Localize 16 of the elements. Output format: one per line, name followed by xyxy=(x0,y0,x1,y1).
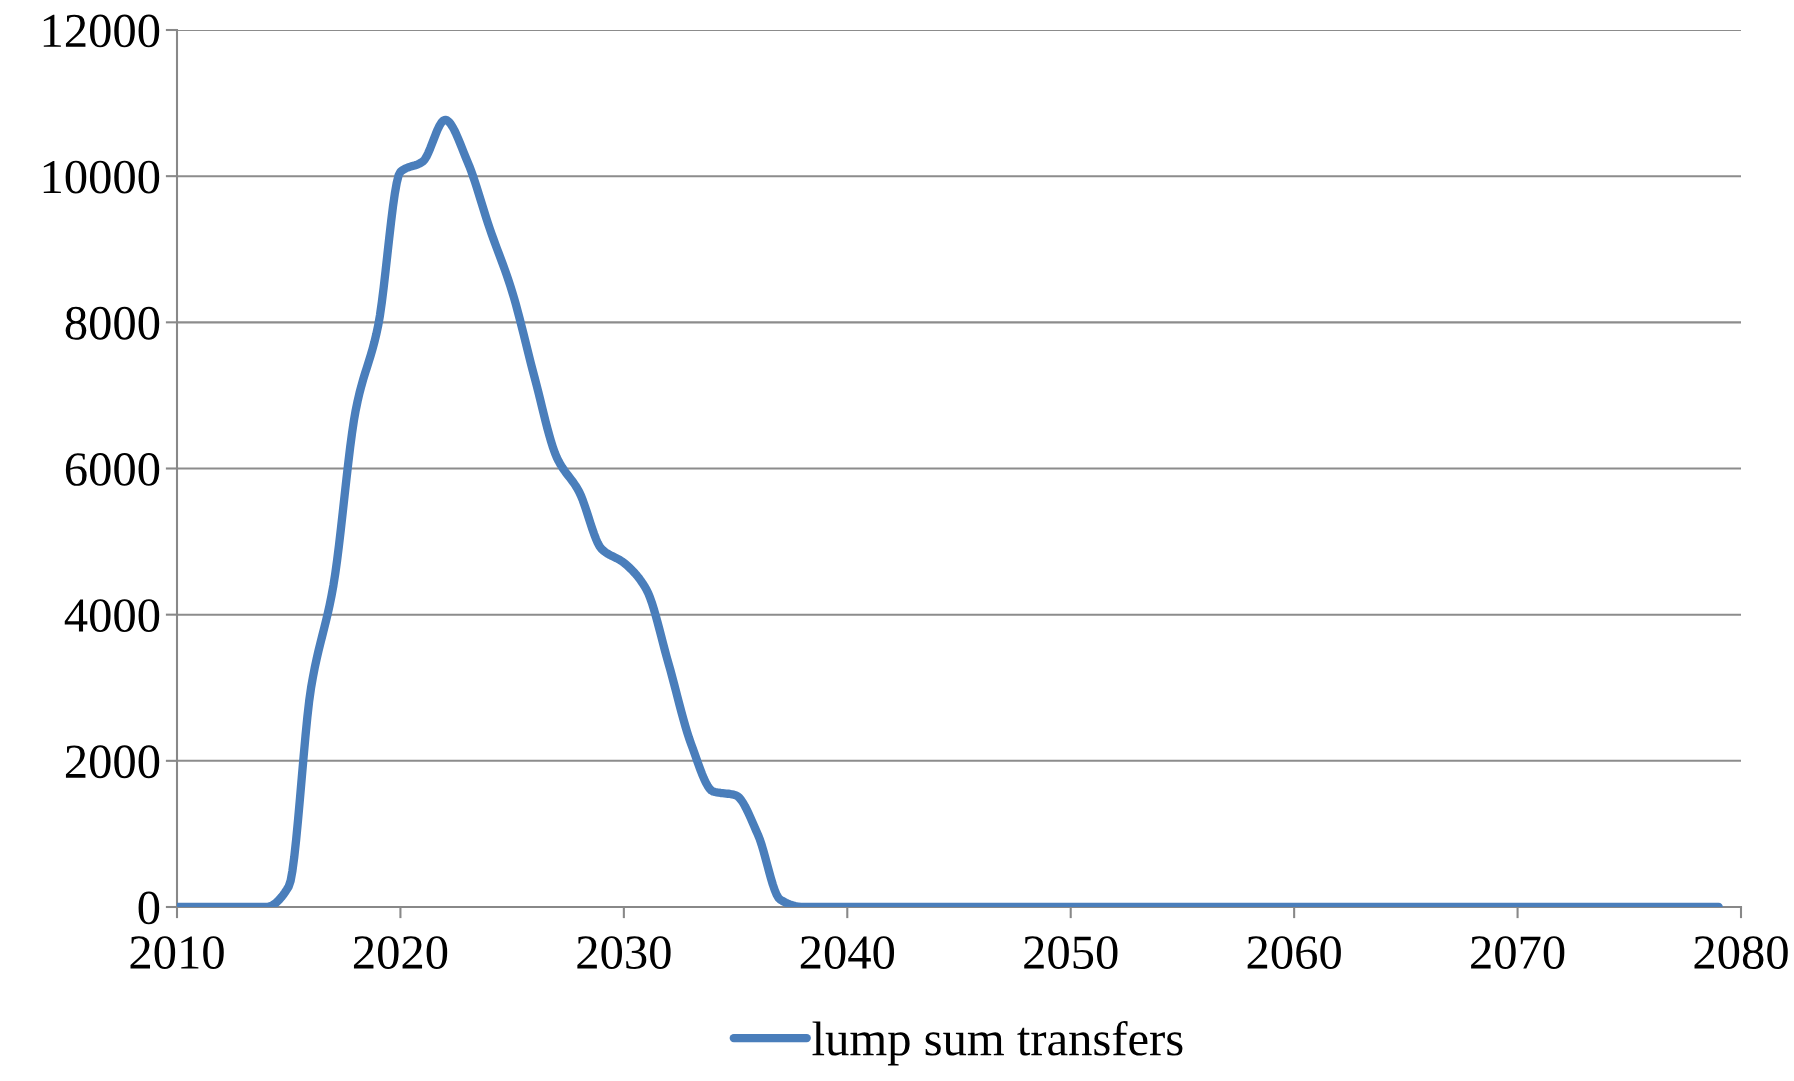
x-tick-label: 2020 xyxy=(353,936,448,969)
y-tick-label: 6000 xyxy=(65,453,160,486)
x-tick-label: 2030 xyxy=(577,936,671,969)
y-tick-label: 10000 xyxy=(43,160,160,194)
x-tick-label: 2040 xyxy=(800,936,895,969)
legend-label: lump sum transfers xyxy=(812,1020,1183,1066)
y-tick-label: 0 xyxy=(138,891,160,925)
y-tick-label: 12000 xyxy=(43,14,160,48)
y-tick-label: 8000 xyxy=(65,306,160,340)
x-tick-label: 2050 xyxy=(1024,936,1118,969)
x-tick-label: 2080 xyxy=(1694,936,1788,969)
x-tick-label: 2070 xyxy=(1471,936,1565,969)
x-tick-label: 2060 xyxy=(1247,936,1341,969)
x-tick-label: 2010 xyxy=(130,936,224,969)
y-tick-label: 2000 xyxy=(65,745,160,779)
y-tick-label: 4000 xyxy=(64,599,160,633)
